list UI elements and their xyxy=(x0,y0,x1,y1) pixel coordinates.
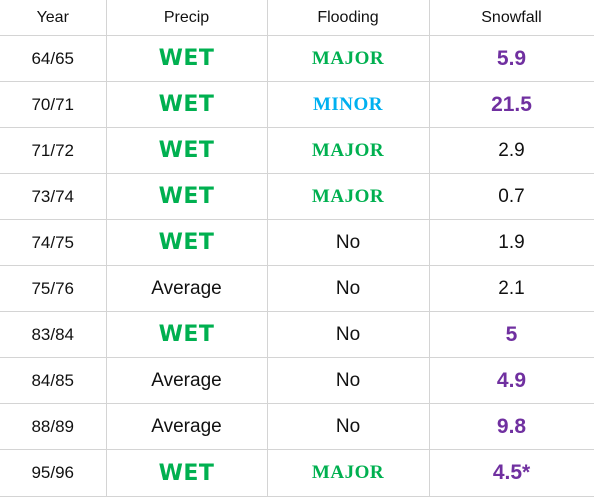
snowfall-cell: 4.5* xyxy=(429,449,594,497)
precip-cell: Average xyxy=(106,403,268,450)
header-year: Year xyxy=(0,0,107,36)
precip-cell: WET xyxy=(106,127,268,174)
flooding-cell: MAJOR xyxy=(267,127,430,174)
year-cell: 83/84 xyxy=(0,311,107,358)
table-row: 70/71 WET MINOR 21.5 xyxy=(0,81,594,128)
precip-cell: WET xyxy=(106,449,268,497)
table-row: 84/85 Average No 4.9 xyxy=(0,357,594,404)
table-row: 64/65 WET MAJOR 5.9 xyxy=(0,35,594,82)
year-cell: 88/89 xyxy=(0,403,107,450)
flooding-cell: No xyxy=(267,357,430,404)
flooding-cell: No xyxy=(267,403,430,450)
year-cell: 73/74 xyxy=(0,173,107,220)
table-row: 83/84 WET No 5 xyxy=(0,311,594,358)
header-snowfall: Snowfall xyxy=(429,0,594,36)
year-cell: 75/76 xyxy=(0,265,107,312)
flooding-cell: No xyxy=(267,219,430,266)
flooding-cell: No xyxy=(267,311,430,358)
flooding-cell: MAJOR xyxy=(267,35,430,82)
year-cell: 95/96 xyxy=(0,449,107,497)
year-cell: 74/75 xyxy=(0,219,107,266)
year-cell: 71/72 xyxy=(0,127,107,174)
year-cell: 64/65 xyxy=(0,35,107,82)
table-row: 71/72 WET MAJOR 2.9 xyxy=(0,127,594,174)
snowfall-cell: 5.9 xyxy=(429,35,594,82)
year-cell: 70/71 xyxy=(0,81,107,128)
table-row: 73/74 WET MAJOR 0.7 xyxy=(0,173,594,220)
flooding-cell: MINOR xyxy=(267,81,430,128)
flooding-cell: MAJOR xyxy=(267,449,430,497)
snowfall-cell: 0.7 xyxy=(429,173,594,220)
snowfall-cell: 2.1 xyxy=(429,265,594,312)
table-row: 88/89 Average No 9.8 xyxy=(0,403,594,450)
precip-cell: WET xyxy=(106,311,268,358)
snowfall-cell: 1.9 xyxy=(429,219,594,266)
table-row: 95/96 WET MAJOR 4.5* xyxy=(0,449,594,497)
header-flooding: Flooding xyxy=(267,0,430,36)
flooding-cell: MAJOR xyxy=(267,173,430,220)
header-row: Year Precip Flooding Snowfall xyxy=(0,0,594,36)
snowfall-cell: 5 xyxy=(429,311,594,358)
precip-cell: WET xyxy=(106,173,268,220)
year-cell: 84/85 xyxy=(0,357,107,404)
precip-cell: WET xyxy=(106,219,268,266)
header-precip: Precip xyxy=(106,0,268,36)
table-row: 75/76 Average No 2.1 xyxy=(0,265,594,312)
table-row: 74/75 WET No 1.9 xyxy=(0,219,594,266)
snowfall-cell: 4.9 xyxy=(429,357,594,404)
precip-cell: Average xyxy=(106,265,268,312)
precip-cell: WET xyxy=(106,35,268,82)
precip-cell: Average xyxy=(106,357,268,404)
snowfall-cell: 9.8 xyxy=(429,403,594,450)
snowfall-cell: 21.5 xyxy=(429,81,594,128)
snowfall-cell: 2.9 xyxy=(429,127,594,174)
flooding-cell: No xyxy=(267,265,430,312)
precip-cell: WET xyxy=(106,81,268,128)
